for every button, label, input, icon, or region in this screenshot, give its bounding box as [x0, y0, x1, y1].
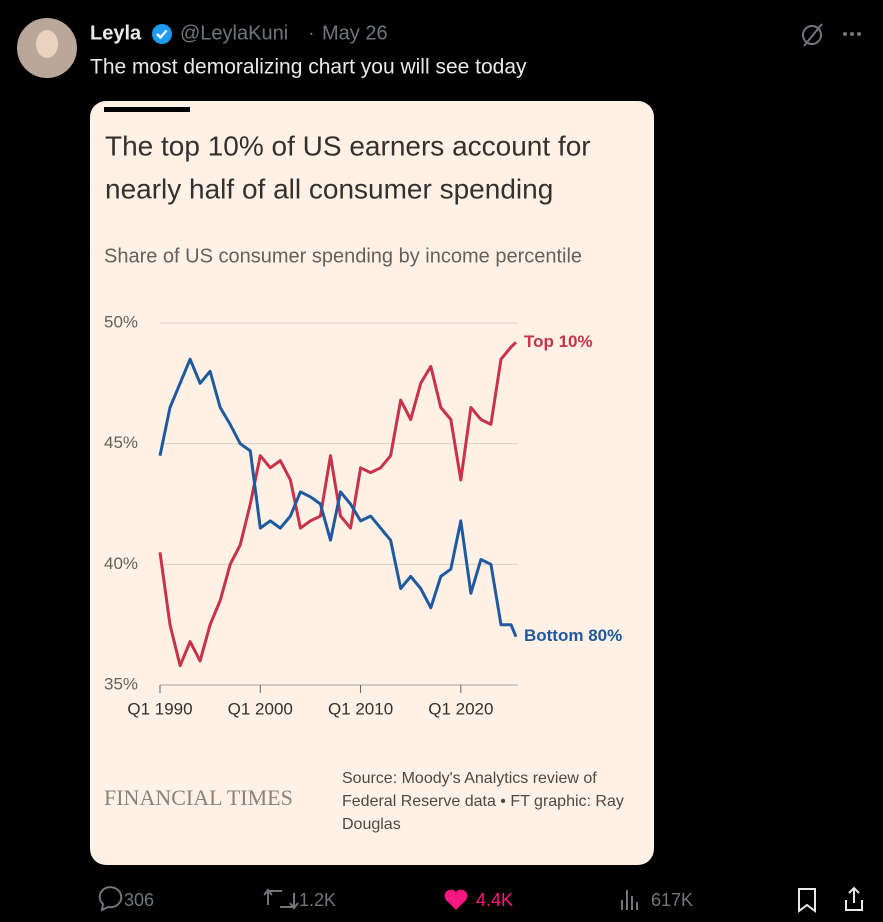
y-tick-label: 40% — [104, 554, 138, 573]
user-name[interactable]: Leyla — [90, 22, 142, 44]
reply-count[interactable]: 306 — [124, 890, 154, 910]
user-handle[interactable]: @LeylaKuni — [180, 22, 288, 44]
y-tick-label: 35% — [104, 674, 138, 693]
series-label: Bottom 80% — [524, 626, 622, 645]
avatar-face — [36, 30, 58, 58]
verified-check — [156, 29, 168, 40]
y-tick-label: 50% — [104, 312, 138, 331]
more-menu[interactable] — [843, 32, 861, 36]
views-icon[interactable] — [621, 890, 638, 910]
tweet-text: The most demoralizing chart you will see… — [90, 56, 527, 79]
share-icon[interactable] — [845, 886, 863, 911]
data-line — [158, 357, 518, 638]
tweet-date[interactable]: May 26 — [322, 22, 388, 44]
x-tick-label: Q1 2020 — [428, 699, 493, 718]
source: Douglas — [342, 816, 401, 833]
ft-bar — [104, 107, 190, 112]
chart-title: The top 10% of US earners account for — [105, 130, 591, 161]
chart-subtitle: Share of US consumer spending by income … — [104, 245, 582, 267]
bookmark-icon[interactable] — [798, 888, 816, 913]
series-label: Top 10% — [524, 332, 593, 351]
chart-card[interactable] — [90, 101, 654, 865]
x-tick-label: Q1 2010 — [328, 699, 393, 718]
repost-count[interactable]: 1.2K — [299, 890, 336, 910]
like-count[interactable]: 4.4K — [476, 890, 513, 910]
data-line — [158, 341, 518, 668]
grok-icon[interactable] — [802, 25, 822, 45]
x-tick-label: Q1 2000 — [228, 699, 293, 718]
repost-icon[interactable] — [263, 888, 299, 910]
like-icon[interactable] — [444, 889, 468, 910]
grok-slash — [803, 23, 823, 47]
y-tick-label: 45% — [104, 433, 138, 452]
separator: · — [308, 22, 315, 44]
publisher: FINANCIAL TIMES — [104, 785, 293, 810]
view-count[interactable]: 617K — [651, 890, 693, 910]
source: Federal Reserve data • FT graphic: Ray — [342, 793, 624, 810]
x-tick-label: Q1 1990 — [127, 699, 192, 718]
chart-title: nearly half of all consumer spending — [105, 173, 553, 204]
source: Source: Moody's Analytics review of — [342, 770, 597, 787]
reply-icon[interactable] — [98, 886, 123, 912]
